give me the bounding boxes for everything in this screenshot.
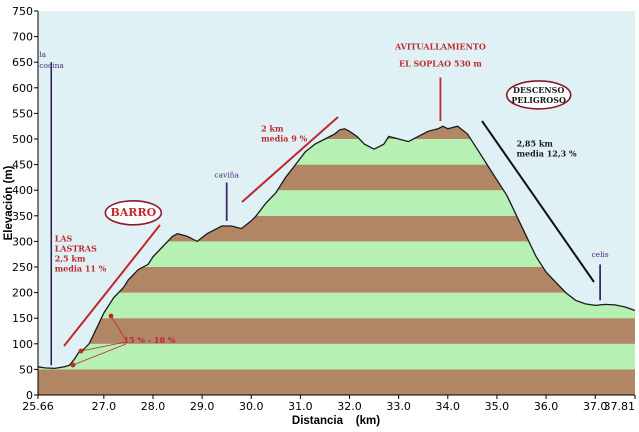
slope-line-las-lastras [63,224,161,347]
annotation: caviña [214,170,240,221]
y-tick-label: 550 [12,107,33,120]
gradient-point-3 [108,313,114,319]
slope-line-descenso [481,120,595,283]
annotation-text: PELIGROSO [511,95,566,105]
annotation-ellipse [505,80,572,110]
y-tick-label: 500 [12,133,33,146]
y-tick-label: 750 [12,5,33,18]
x-tick-label: 36.0 [534,400,559,413]
x-tick-label: 27.0 [92,400,117,413]
y-axis-label: Elevación (m) [3,165,15,240]
y-tick-label: 700 [12,31,33,44]
y-tick-label: 600 [12,82,33,95]
elevation-band [38,343,635,370]
annotation-text: media 11 % [55,263,107,273]
slope-lines [63,116,595,368]
annotation: la cocina [39,50,64,366]
y-tick-label: 350 [12,210,33,223]
annotation-text: 2 km [261,123,284,133]
annotation-text: media 9 % [261,133,308,143]
x-tick-label: 32.0 [337,400,362,413]
gradient-point-2 [70,362,76,368]
annotation-text: LASTRAS [55,243,97,253]
y-tick-label: 250 [12,261,33,274]
y-tick-label: 450 [12,159,33,172]
y-tick-label: 0 [26,389,33,402]
x-axis-ticks: 25.66 27.0 28.0 29.0 30.0 31.0 32.0 33.0 34.0 35.… [22,395,636,413]
annotation: BARRO [104,200,163,226]
x-tick-label: 35.0 [485,400,510,413]
annotation-text: AVITUALLAMIENTO [394,41,486,51]
annotation-text: celis [591,250,608,259]
annotation-text: 2,85 km [517,139,554,149]
annotation-text: 15 % - 18 % [123,335,175,345]
annotation-text: 2,5 km [55,253,86,263]
annotation-text: EL SOPLAO 530 m [399,58,482,68]
y-tick-label: 300 [12,235,33,248]
y-tick-label: 100 [12,338,33,351]
x-tick-label: 28.0 [141,400,166,413]
x-tick-label: 34.0 [436,400,461,413]
y-tick-label: 50 [19,363,33,376]
elevation-band [38,292,635,319]
x-axis-label: Distancia (km) [292,415,380,427]
slope-line-2km [241,116,339,203]
x-tick-label: 30.0 [239,400,264,413]
x-tick-label: 31.0 [288,400,313,413]
x-tick-label: 37.0 [583,400,608,413]
elevation-band [38,318,635,344]
x-tick-label: 25.66 [22,400,54,413]
y-tick-label: 200 [12,287,33,300]
elevation-band [38,369,635,395]
x-tick-label: 29.0 [190,400,215,413]
annotation-text: DESCENSO [513,85,564,95]
y-axis-ticks: 0 50 100 150 200 250 300 350 400 450 500 550 600 650 7… [12,5,38,402]
elevation-profile-line [37,125,636,370]
annotation-ellipse [104,200,163,226]
x-tick-label: 37.81 [604,400,636,413]
y-tick-label: 150 [12,312,33,325]
x-tick-label: 33.0 [386,400,411,413]
gradient-point-1 [78,348,84,354]
annotation-text: BARRO [110,206,156,219]
pointer-line-1 [80,341,127,352]
annotation-text: LAS [55,233,73,243]
annotation-text: media 12,3 % [517,149,577,159]
annotation-text: caviña [214,170,239,179]
y-tick-label: 650 [12,56,33,69]
annotation: celis [591,250,609,301]
pointer-line-2 [72,343,127,366]
annotation: AVITUALLAMIENTO EL SOPLAO 530 m [394,41,486,122]
y-tick-label: 400 [12,184,33,197]
annotation-text: cocina [39,61,64,70]
annotation-text: la [39,50,46,59]
axes: 0 50 100 150 200 250 300 350 400 450 500 550 600 650 7… [3,5,636,427]
pointer-line-3 [110,315,127,341]
annotation: 15 % - 18 % [123,335,175,345]
